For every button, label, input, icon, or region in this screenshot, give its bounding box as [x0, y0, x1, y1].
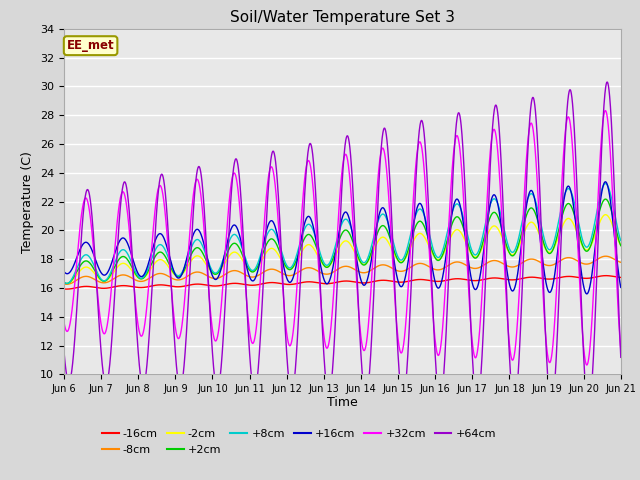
-16cm — [617, 275, 625, 280]
Line: -2cm: -2cm — [64, 215, 621, 284]
-8cm — [617, 259, 625, 265]
Legend: -16cm, -8cm, -2cm, +2cm, +8cm, +16cm, +32cm, +64cm: -16cm, -8cm, -2cm, +2cm, +8cm, +16cm, +3… — [97, 425, 500, 459]
+2cm — [63, 281, 71, 287]
+64cm — [126, 221, 134, 227]
Text: EE_met: EE_met — [67, 39, 115, 52]
-8cm — [127, 275, 135, 280]
+64cm — [445, 272, 452, 278]
+8cm — [234, 234, 241, 240]
+8cm — [127, 257, 134, 263]
+8cm — [445, 223, 452, 228]
+16cm — [445, 233, 452, 239]
-8cm — [445, 262, 452, 268]
Line: -8cm: -8cm — [64, 256, 621, 284]
-16cm — [127, 284, 135, 289]
+64cm — [233, 158, 241, 164]
+2cm — [490, 209, 498, 215]
-16cm — [602, 273, 610, 278]
Title: Soil/Water Temperature Set 3: Soil/Water Temperature Set 3 — [230, 10, 455, 25]
-16cm — [60, 286, 68, 292]
+32cm — [126, 238, 134, 243]
+8cm — [490, 196, 498, 202]
Line: +8cm: +8cm — [64, 183, 621, 284]
+16cm — [233, 225, 241, 231]
+32cm — [583, 362, 591, 368]
+32cm — [617, 347, 625, 353]
+2cm — [60, 279, 68, 285]
+16cm — [583, 291, 591, 297]
+2cm — [602, 196, 609, 202]
-16cm — [127, 283, 134, 289]
+2cm — [95, 275, 103, 281]
Line: +2cm: +2cm — [64, 199, 621, 284]
+8cm — [60, 279, 68, 285]
+64cm — [95, 321, 103, 327]
+8cm — [127, 259, 135, 264]
-8cm — [95, 279, 103, 285]
+64cm — [127, 232, 135, 238]
+16cm — [127, 250, 135, 256]
+32cm — [60, 320, 68, 325]
-2cm — [60, 280, 68, 286]
+64cm — [490, 109, 498, 115]
+2cm — [127, 263, 135, 268]
+16cm — [60, 269, 68, 275]
+16cm — [617, 285, 625, 290]
+16cm — [490, 192, 498, 198]
+8cm — [617, 238, 625, 243]
+32cm — [95, 306, 103, 312]
+2cm — [445, 231, 452, 237]
-16cm — [490, 275, 498, 281]
+8cm — [602, 180, 609, 186]
+32cm — [127, 247, 135, 252]
-8cm — [234, 268, 241, 274]
Line: -16cm: -16cm — [64, 276, 621, 289]
+32cm — [445, 224, 452, 229]
-8cm — [60, 281, 68, 287]
-16cm — [445, 277, 452, 283]
+2cm — [127, 261, 134, 267]
+32cm — [602, 108, 609, 113]
+64cm — [585, 406, 593, 411]
-2cm — [127, 266, 134, 272]
X-axis label: Time: Time — [327, 396, 358, 408]
-2cm — [445, 239, 452, 245]
-8cm — [127, 275, 134, 280]
-8cm — [602, 253, 609, 259]
-8cm — [490, 258, 498, 264]
-2cm — [602, 212, 609, 217]
-2cm — [95, 276, 103, 282]
+16cm — [126, 248, 134, 253]
+64cm — [604, 79, 611, 85]
Y-axis label: Temperature (C): Temperature (C) — [22, 151, 35, 252]
Line: +32cm: +32cm — [64, 110, 621, 365]
+2cm — [617, 243, 625, 249]
+16cm — [602, 179, 609, 185]
+2cm — [234, 242, 241, 248]
+64cm — [617, 354, 625, 360]
-2cm — [617, 242, 625, 248]
-2cm — [234, 250, 241, 256]
-2cm — [127, 267, 135, 273]
Line: +16cm: +16cm — [64, 182, 621, 294]
-2cm — [63, 281, 70, 287]
+32cm — [490, 126, 498, 132]
+64cm — [60, 349, 68, 355]
+16cm — [95, 266, 103, 272]
Line: +64cm: +64cm — [64, 82, 621, 408]
-8cm — [63, 281, 70, 287]
-16cm — [95, 285, 103, 291]
+32cm — [233, 180, 241, 186]
+8cm — [95, 274, 103, 279]
-16cm — [63, 286, 70, 292]
+8cm — [63, 281, 71, 287]
-2cm — [490, 223, 498, 229]
-16cm — [234, 280, 241, 286]
